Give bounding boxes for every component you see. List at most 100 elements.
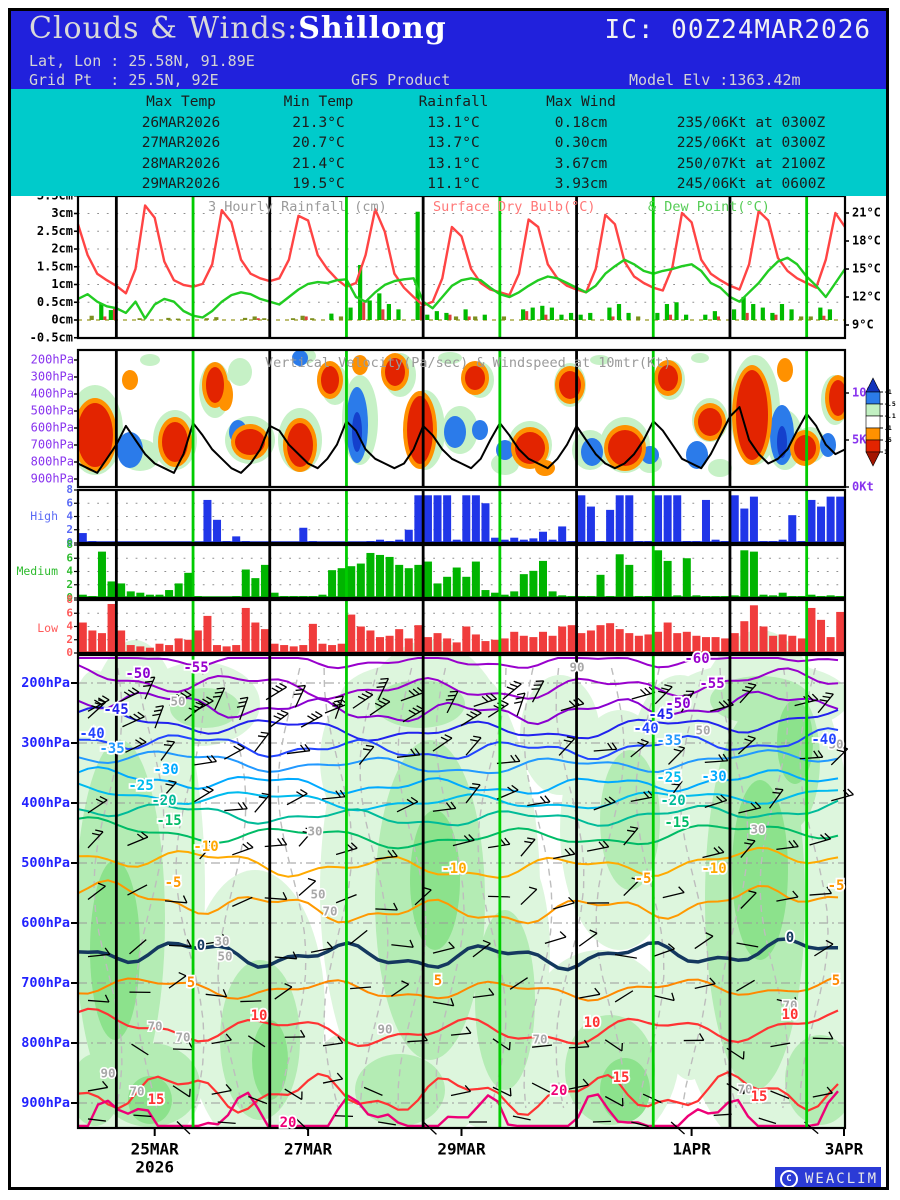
svg-text:-45: -45 (648, 707, 673, 723)
svg-text:70: 70 (322, 904, 337, 919)
gridpt-label: Grid Pt : 25.5N, 92E (29, 71, 219, 89)
svg-text:-40: -40 (811, 732, 836, 748)
svg-text:2: 2 (66, 578, 73, 591)
table-header-cell (11, 92, 111, 113)
table-cell (11, 174, 111, 195)
table-cell (11, 113, 111, 134)
svg-text:15: 15 (613, 1070, 630, 1086)
svg-text:0: 0 (66, 591, 73, 604)
svg-text:90: 90 (569, 660, 584, 675)
svg-text:300hPa: 300hPa (31, 370, 74, 384)
svg-text:2026: 2026 (135, 1158, 174, 1177)
svg-text:15°C: 15°C (852, 262, 881, 276)
table-cell: 3.67cm (554, 155, 608, 172)
svg-text:-55: -55 (183, 660, 208, 676)
svg-text:70: 70 (737, 1082, 752, 1097)
svg-text:0: 0 (66, 536, 73, 549)
table-cell: 27MAR2026 (141, 135, 221, 151)
table-cell: 13.1°C (427, 114, 480, 131)
table-cell: 0.18cm (554, 114, 608, 131)
svg-text:-50: -50 (125, 666, 150, 682)
svg-text:-10: -10 (701, 861, 726, 877)
svg-text:27MAR: 27MAR (284, 1140, 333, 1159)
svg-text:10: 10 (251, 1008, 268, 1024)
forecast-summary-table: Max Temp Min Temp Rainfall Max Wind 26MAR202… (11, 89, 887, 196)
table-row: 27MAR2026 20.7°C 13.7°C 0.30cm 225/06Kt at 0… (11, 133, 887, 154)
svg-text:1.5cm: 1.5cm (37, 259, 73, 273)
svg-text:4: 4 (66, 620, 73, 633)
svg-text:30: 30 (214, 934, 229, 949)
svg-text:500hPa: 500hPa (21, 855, 70, 871)
svg-text:50: 50 (310, 887, 325, 902)
svg-text:1APR: 1APR (672, 1140, 711, 1159)
svg-text:-0.5cm: -0.5cm (30, 330, 73, 344)
model-elev-label: Model Elv :1363.42m (629, 71, 801, 89)
table-cell: 19.5°C (292, 176, 345, 192)
table-cell: 20.7°C (292, 135, 345, 151)
svg-text:.5: .5 (884, 436, 892, 444)
svg-text:-50: -50 (665, 696, 690, 712)
svg-text:-40: -40 (79, 726, 104, 742)
table-header-row: Max Temp Min Temp Rainfall Max Wind (11, 92, 887, 113)
svg-text:-5: -5 (635, 871, 652, 887)
svg-text:-25: -25 (128, 778, 153, 794)
svg-text:-55: -55 (699, 676, 724, 692)
table-cell (11, 154, 111, 175)
svg-text:-20: -20 (660, 793, 685, 809)
svg-text:400hPa: 400hPa (31, 387, 74, 401)
svg-text:900hPa: 900hPa (21, 1095, 70, 1111)
table-row: 29MAR2026 19.5°C 11.1°C 3.93cm 245/06Kt at 0… (11, 174, 887, 195)
svg-text:30: 30 (307, 824, 322, 839)
svg-text:-30: -30 (701, 769, 726, 785)
title-left: Clouds & Winds: (29, 11, 299, 46)
table-header-cell: Rainfall (418, 94, 489, 110)
page-title: Clouds & Winds:Shillong (29, 11, 447, 46)
svg-text:70: 70 (175, 1030, 190, 1045)
svg-text:-.1: -.1 (884, 412, 896, 420)
svg-text:25MAR: 25MAR (131, 1140, 180, 1159)
svg-text:-35: -35 (99, 741, 124, 757)
svg-text:-5: -5 (165, 875, 182, 891)
table-cell: 26MAR2026 (141, 114, 221, 131)
header: Clouds & Winds:Shillong IC: 00Z24MAR2026… (11, 11, 887, 89)
svg-text:8: 8 (66, 538, 73, 551)
table-cell: 0.30cm (554, 135, 608, 151)
svg-text:Vertical Velocity(Pa/sec) & Wi: Vertical Velocity(Pa/sec) & Windspeed at… (265, 355, 671, 371)
svg-text:50: 50 (170, 694, 185, 709)
table-row: 28MAR2026 21.4°C 13.1°C 3.67cm 250/07Kt at 2… (11, 154, 887, 175)
svg-text:-35: -35 (656, 733, 681, 749)
svg-text:-25: -25 (656, 770, 681, 786)
table-row: 26MAR2026 21.3°C 13.1°C 0.18cm 235/06Kt at 0… (11, 113, 887, 134)
svg-text:5: 5 (187, 975, 195, 991)
svg-text:15: 15 (751, 1089, 768, 1105)
table-header-cell: Min Temp (283, 94, 354, 110)
svg-text:0Kt: 0Kt (852, 480, 874, 494)
svg-text:200hPa: 200hPa (31, 353, 74, 367)
svg-text:29MAR: 29MAR (437, 1140, 486, 1159)
svg-text:90: 90 (100, 1066, 115, 1081)
svg-text:800hPa: 800hPa (21, 1035, 70, 1051)
svg-text:700hPa: 700hPa (31, 438, 74, 452)
svg-text:12°C: 12°C (852, 290, 881, 304)
svg-text:Surface Dry Bulb(°C): Surface Dry Bulb(°C) (433, 199, 596, 215)
svg-text:2.5cm: 2.5cm (37, 224, 73, 238)
svg-text:6: 6 (66, 496, 73, 509)
svg-text:-45: -45 (103, 702, 128, 718)
svg-text:20: 20 (280, 1115, 297, 1131)
svg-text:20: 20 (551, 1083, 568, 1099)
init-condition-label: IC: 00Z24MAR2026 (604, 15, 871, 45)
svg-text:600hPa: 600hPa (21, 915, 70, 931)
svg-text:50: 50 (828, 737, 843, 752)
svg-text:-60: -60 (684, 651, 709, 667)
svg-text:4: 4 (66, 510, 73, 523)
svg-text:70: 70 (147, 1019, 162, 1034)
product-label: GFS Product (351, 71, 451, 89)
svg-text:2: 2 (66, 523, 73, 536)
svg-text:-20: -20 (151, 793, 176, 809)
svg-text:Medium: Medium (16, 564, 58, 578)
svg-text:300hPa: 300hPa (21, 735, 70, 751)
svg-text:400hPa: 400hPa (21, 795, 70, 811)
svg-text:70: 70 (532, 1032, 547, 1047)
svg-text:0: 0 (197, 938, 205, 954)
